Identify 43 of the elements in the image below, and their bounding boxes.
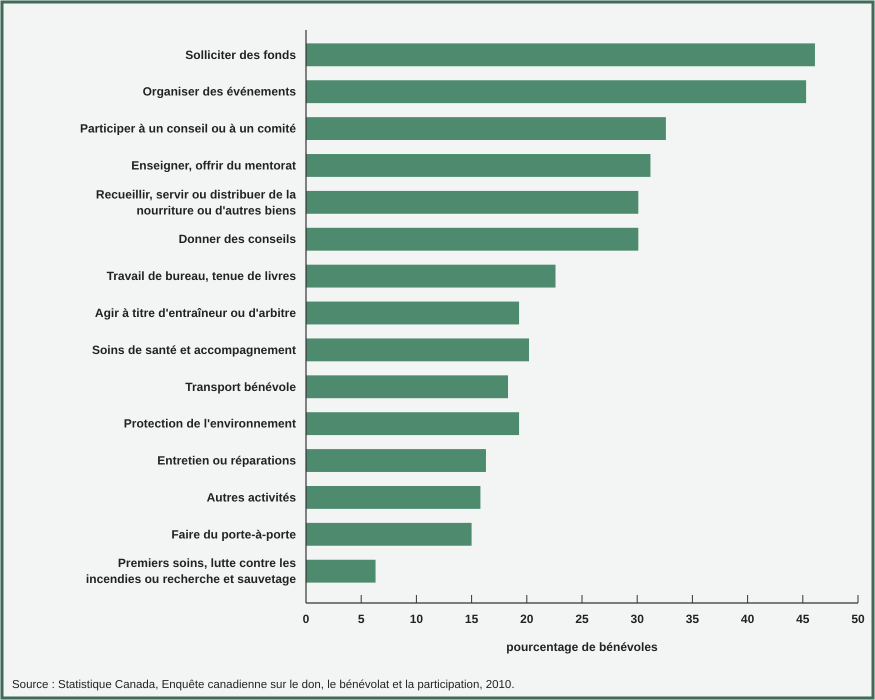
y-tick-label: Faire du porte-à-porte [171,527,296,542]
x-tick-label: 15 [464,612,479,626]
x-tick-label: 45 [796,612,810,626]
bar [306,560,376,583]
y-tick-label: Solliciter des fonds [185,48,296,62]
x-tick-label: 40 [740,612,755,626]
y-tick-label: Donner des conseils [178,232,296,246]
x-tick-label: 30 [630,612,644,626]
y-tick-label: Enseigner, offrir du mentorat [131,158,296,172]
bar [306,43,815,66]
bar [306,302,520,324]
x-tick-label: 50 [851,612,865,626]
y-tick-label: Recueillir, servir ou distribuer de la nourriture ou d'autres biens [96,187,296,218]
bar [306,486,480,509]
x-tick-label: 25 [575,612,589,626]
bar [306,228,638,251]
bar [306,154,650,177]
x-tick-label: 35 [686,612,700,626]
y-tick-label: Autres activités [206,490,296,504]
bar [306,117,666,140]
x-tick-label: 10 [410,612,424,626]
y-tick-label: Entretien ou réparations [157,454,296,468]
y-tick-label: Premiers soins, lutte contre les incendies ou recherche et sauvetage [86,556,296,586]
bar [306,264,556,288]
x-axis-title: pourcentage de bénévoles [506,640,658,654]
bar [306,80,806,104]
bar [306,412,520,436]
y-tick-label: Travail de bureau, tenue de livres [106,269,296,284]
y-tick-label: Participer à un conseil ou à un comité [80,122,296,136]
bar [306,375,508,398]
x-tick-label: 20 [520,612,534,626]
bar [306,449,486,472]
x-tick-label: 5 [358,612,365,626]
y-tick-label: Protection de l'environnement [124,416,296,431]
x-tick-label: 0 [302,612,310,626]
y-tick-label: Soins de santé et accompagnement [92,342,296,357]
bar [306,190,638,214]
y-tick-label: Transport bénévole [185,380,296,394]
y-tick-label: Agir à titre d'entraîneur ou d'arbitre [94,306,296,320]
y-tick-label: Organiser des événements [142,84,296,99]
source-note: Source : Statistique Canada, Enquête canadienne sur le don, le bénévolat et la participation, 2010. [12,679,515,691]
bar [306,522,472,546]
bar [306,338,530,362]
